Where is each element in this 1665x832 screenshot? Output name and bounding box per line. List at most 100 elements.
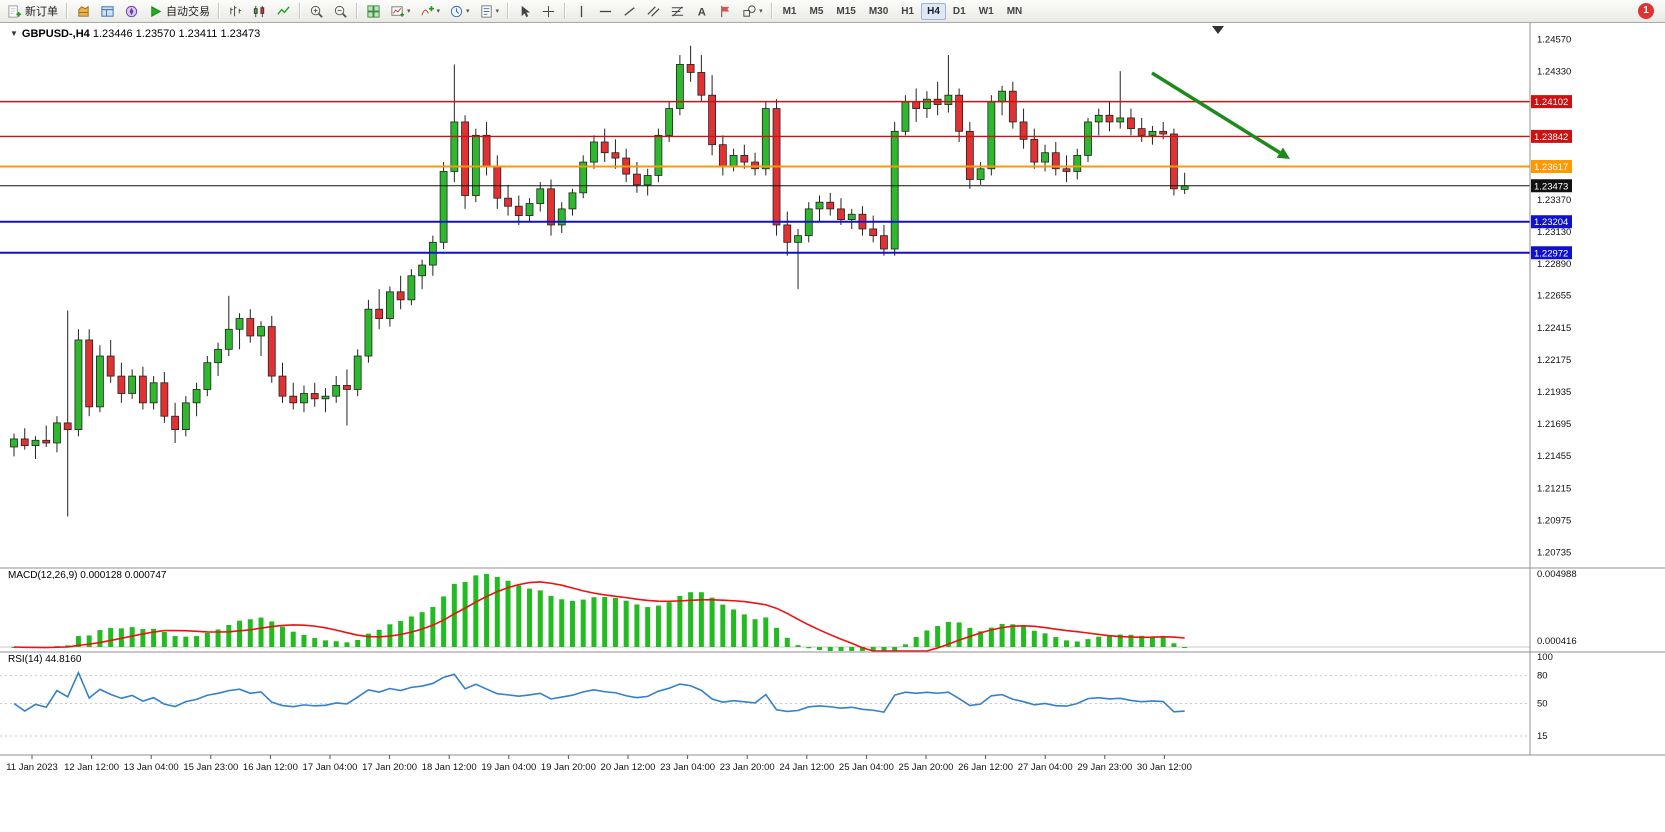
svg-text:16 Jan 12:00: 16 Jan 12:00 [243,762,298,773]
timeframe-m1[interactable]: M1 [782,5,797,17]
price-badge [1531,179,1572,193]
shapes-button[interactable]: ▾ [738,1,767,21]
line-chart-type-button[interactable] [272,1,295,21]
crosshair-icon [542,5,555,17]
navigator-button[interactable] [120,1,143,21]
timeframe-d1[interactable]: D1 [952,5,966,17]
chart-shift-marker[interactable] [1212,26,1224,34]
new-chart-button[interactable]: ▾ [386,1,415,21]
marketwatch-icon [78,5,89,17]
svg-text:1.21455: 1.21455 [1537,451,1571,462]
rsi-line [13,670,1185,713]
autotrade-button[interactable]: 自动交易 [144,1,214,21]
svg-text:100: 100 [1537,652,1553,663]
zoom-in-icon [310,5,323,18]
vertical-line-icon [580,5,583,17]
macd-indicator-label: MACD(12,26,9) 0.000128 0.000747 [8,570,167,581]
price-badge [1531,159,1572,173]
svg-text:0.004988: 0.004988 [1537,569,1577,580]
price-chart[interactable]: 1.24570 1.24330 1.23370 1.23130 1.22890 1.226… [0,23,1665,832]
svg-text:1.24102: 1.24102 [1534,97,1568,108]
navigator-icon [125,5,138,17]
svg-text:1.22415: 1.22415 [1537,323,1571,334]
timeframe-m5[interactable]: M5 [809,5,824,17]
svg-text:27 Jan 04:00: 27 Jan 04:00 [1018,762,1073,773]
svg-text:23 Jan 04:00: 23 Jan 04:00 [660,762,715,773]
price-badge [1531,95,1572,109]
timeframe-h1[interactable]: H1 [901,5,915,17]
periods-button[interactable]: ▾ [445,1,474,21]
svg-text:1.24330: 1.24330 [1537,67,1571,78]
macd-signal-line [13,581,1185,652]
svg-text:18 Jan 12:00: 18 Jan 12:00 [422,762,477,773]
svg-text:1.22890: 1.22890 [1537,259,1571,270]
chevron-down-icon: ▾ [466,8,470,15]
svg-text:17 Jan 20:00: 17 Jan 20:00 [362,762,417,773]
svg-text:25 Jan 04:00: 25 Jan 04:00 [839,762,894,773]
vertical-line-button[interactable] [570,1,593,21]
shapes-icon [743,4,756,17]
template-icon [480,4,492,18]
bar-chart-type-button[interactable] [224,1,247,21]
chevron-down-icon: ▾ [436,8,441,15]
data-window-icon [101,5,114,17]
svg-text:19 Jan 04:00: 19 Jan 04:00 [481,762,536,773]
tile-windows-button[interactable] [362,1,385,21]
toolbar: 新订单 自动交易 [0,0,1665,23]
label-button[interactable] [714,1,737,21]
indicators-button[interactable]: ▾ [416,1,445,21]
candlestick-chart-type-button[interactable] [248,1,271,21]
tile-windows-icon [367,4,380,18]
svg-text:1.23370: 1.23370 [1537,195,1571,206]
zoom-out-button[interactable] [329,1,352,21]
svg-text:1.23617: 1.23617 [1534,162,1568,173]
separator [218,3,220,19]
one-click-trading-toggle[interactable]: ▼ [10,29,18,38]
horizontal-line-objects[interactable] [0,100,1530,254]
svg-text:80: 80 [1537,671,1548,682]
cursor-button[interactable] [513,1,536,21]
svg-text:15 Jan 23:00: 15 Jan 23:00 [183,762,238,773]
svg-text:24 Jan 12:00: 24 Jan 12:00 [779,762,834,773]
chevron-down-icon: ▾ [495,8,500,15]
periods-clock-icon [450,5,463,17]
data-window-button[interactable] [96,1,119,21]
trend-arrow[interactable] [1151,71,1290,159]
svg-text:11 Jan 2023: 11 Jan 2023 [6,762,58,773]
rsi-indicator-label: RSI(14) 44.8160 [8,654,82,665]
indicators-icon [420,5,434,15]
svg-text:0.000416: 0.000416 [1537,636,1577,647]
zoom-in-button[interactable] [305,1,328,21]
cursor-icon [521,5,531,17]
timeframe-mn[interactable]: MN [1006,5,1023,17]
price-badge [1531,246,1572,260]
new-chart-icon [391,5,405,17]
timeframe-h4[interactable]: H4 [921,2,946,20]
channel-button[interactable] [642,1,665,21]
svg-text:12 Jan 12:00: 12 Jan 12:00 [64,762,119,773]
timeframe-w1[interactable]: W1 [978,5,994,17]
separator [66,3,68,19]
separator [770,3,773,19]
time-axis[interactable]: 11 Jan 2023 12 Jan 12:00 13 Jan 04:00 15 Ja… [6,755,1192,773]
templates-button[interactable]: ▾ [475,1,504,21]
new-order-button[interactable]: 新订单 [3,1,62,21]
notification-icon[interactable]: 1 [1638,3,1654,19]
chart-header: ▼ GBPUSD-,H4 1.23446 1.23570 1.23411 1.23… [10,28,260,40]
svg-text:1.23473: 1.23473 [1534,181,1568,192]
bar-chart-type-icon [230,5,242,16]
separator [299,3,301,19]
crosshair-button[interactable] [537,1,560,21]
svg-text:1.21695: 1.21695 [1537,419,1571,430]
price-axis[interactable]: 1.24570 1.24330 1.23370 1.23130 1.22890 1.226… [1531,35,1572,559]
timeframe-m30[interactable]: M30 [868,5,889,17]
text-button[interactable]: A [690,1,713,21]
horizontal-line-button[interactable] [594,1,617,21]
trendline-button[interactable] [618,1,641,21]
timeframe-m15[interactable]: M15 [836,5,856,17]
svg-text:29 Jan 23:00: 29 Jan 23:00 [1077,762,1132,773]
label-flag-icon [721,5,730,17]
marketwatch-button[interactable] [72,1,95,21]
fibonacci-button[interactable] [666,1,689,21]
horizontal-line-icon [599,10,612,12]
